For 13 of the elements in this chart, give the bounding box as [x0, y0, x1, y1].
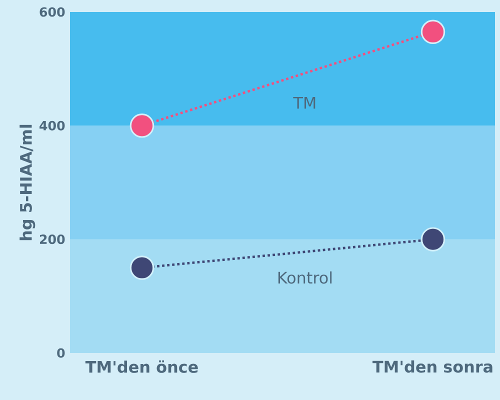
series-label: Kontrol	[278, 271, 332, 284]
y-axis-title: hg 5-HIAA/ml	[20, 124, 36, 240]
point	[420, 227, 446, 252]
point	[420, 20, 446, 44]
y-tick-label: 200	[40, 234, 65, 244]
x-tick-label: TM'den sonra	[372, 360, 492, 373]
y-tick-label: 0	[57, 348, 65, 358]
series-label: TM	[293, 96, 316, 109]
y-tick-label: 400	[40, 120, 65, 130]
point	[130, 114, 154, 138]
y-tick-label: 600	[40, 7, 65, 17]
point	[130, 256, 154, 280]
x-tick-label: TM'den önce	[85, 360, 198, 373]
